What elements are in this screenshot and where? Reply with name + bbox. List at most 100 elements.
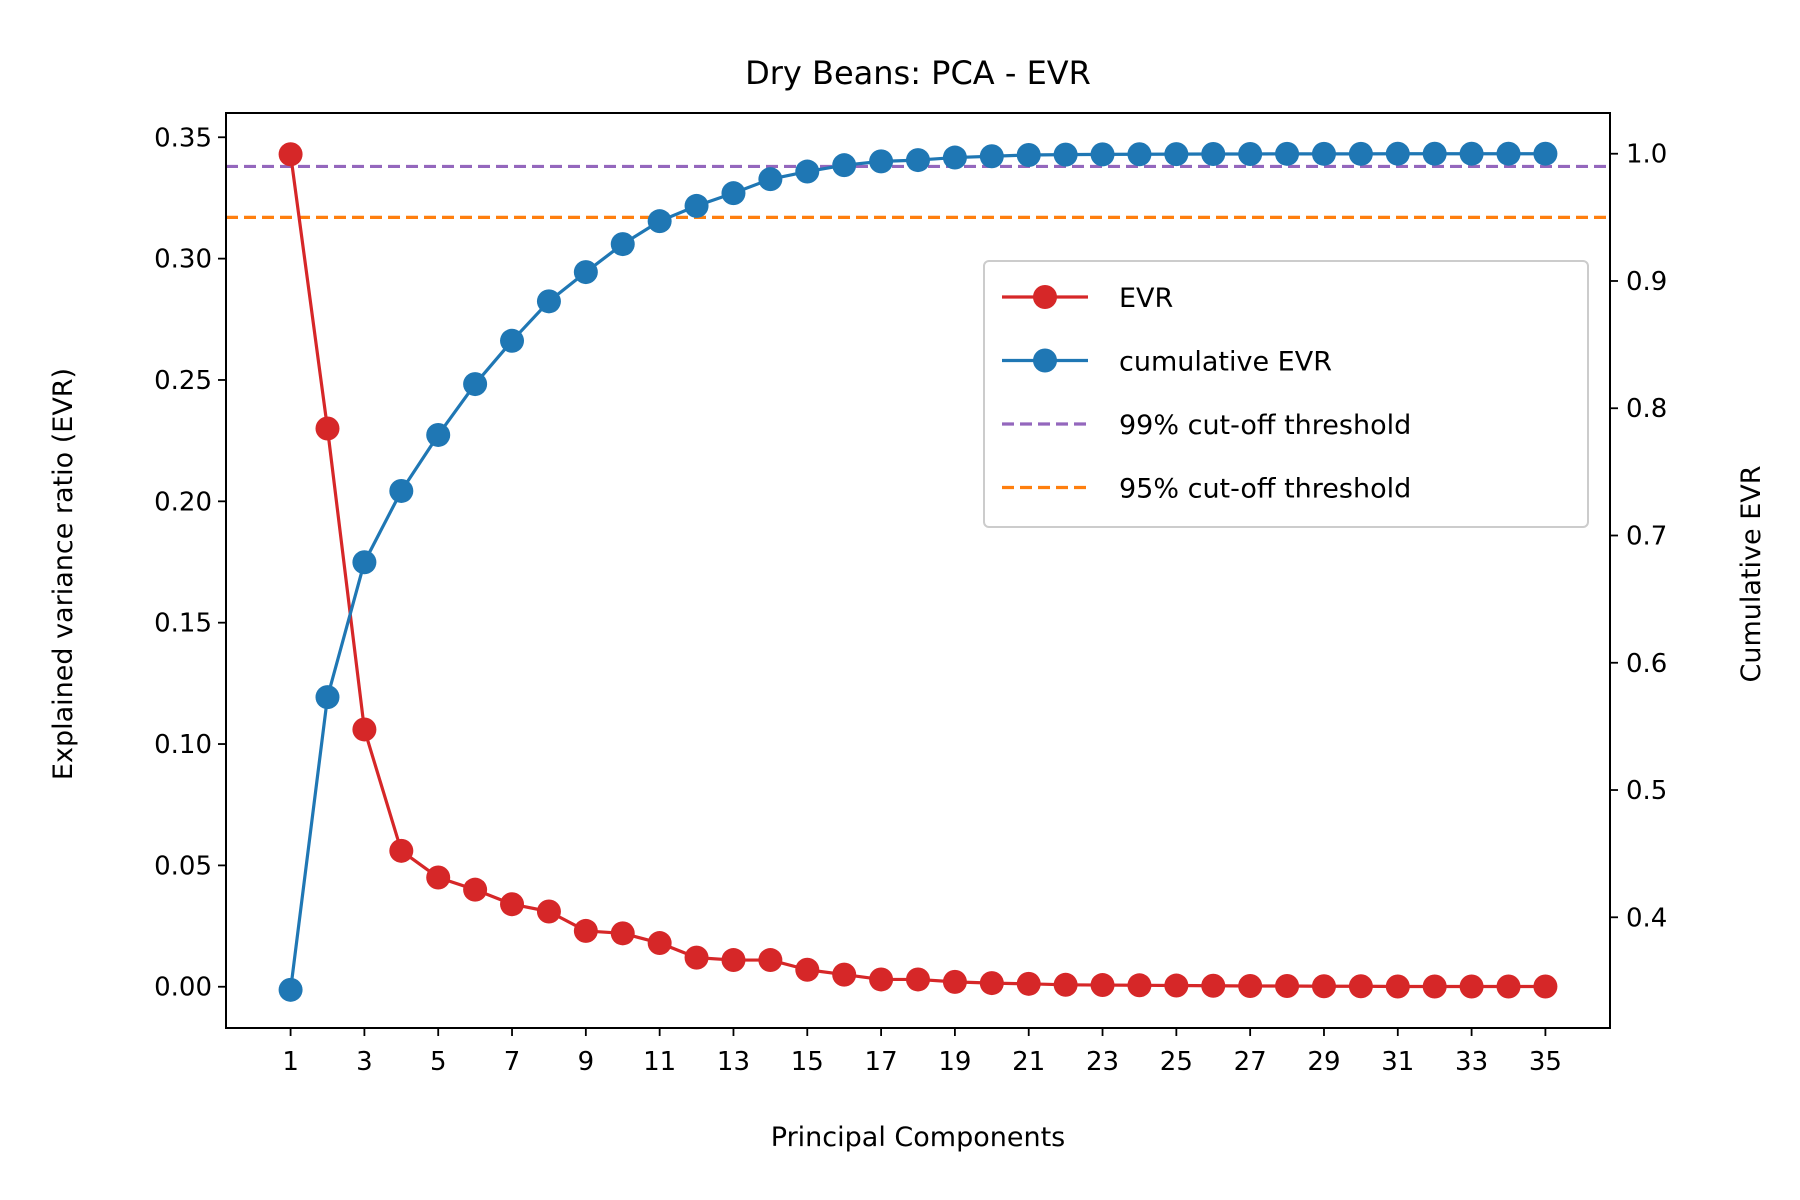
x-tick-label: 21 [1012, 1047, 1045, 1077]
y-tick-label: 0.15 [154, 609, 212, 639]
series-2-point [610, 232, 635, 257]
series-1-point [278, 142, 303, 167]
axes: 1 3 5 7 9 11 13 15 17 19 21 23 25 27 29 31 33 350.000.050… [154, 112, 1667, 1077]
series-2-point [942, 145, 967, 170]
series-1-point [1201, 973, 1226, 998]
x-tick-label: 29 [1307, 1047, 1340, 1077]
series-1-point [1090, 973, 1115, 998]
x-tick-label: 5 [430, 1047, 447, 1077]
series-2-point [647, 209, 672, 234]
y2-tick-label: 1.0 [1626, 140, 1667, 170]
x-tick-label: 1 [282, 1047, 299, 1077]
series-2-point [721, 181, 746, 206]
y-tick-label: 0.20 [154, 487, 212, 517]
x-tick-label: 35 [1529, 1047, 1562, 1077]
y-tick-label: 0.10 [154, 730, 212, 760]
y2-tick-label: 0.8 [1626, 394, 1667, 424]
series-1-point [1311, 974, 1336, 999]
y2-axis-label: Cumulative EVR [1736, 466, 1767, 683]
y-tick-label: 0.05 [154, 851, 212, 881]
x-tick-label: 7 [504, 1047, 521, 1077]
legend-label-1: EVR [1119, 283, 1173, 314]
x-tick-label: 15 [791, 1047, 824, 1077]
series-2-point [1275, 141, 1300, 166]
series-1-point [1275, 974, 1300, 999]
series-1-point [795, 957, 820, 982]
x-tick-label: 11 [643, 1047, 676, 1077]
series-2-point [1385, 141, 1410, 166]
y-tick-label: 0.25 [154, 366, 212, 396]
x-tick-label: 27 [1234, 1047, 1267, 1077]
series-2-point [352, 550, 377, 575]
series-2-point [426, 422, 451, 447]
series-1-point [869, 967, 894, 992]
x-tick-label: 33 [1455, 1047, 1488, 1077]
series-1-point [1496, 974, 1521, 999]
series-1-point [906, 967, 930, 992]
series-2-point [1422, 141, 1447, 166]
series-2-point [1311, 141, 1336, 166]
series-1-point [1238, 974, 1263, 999]
series-2-point [573, 260, 598, 285]
series-2-point [1053, 142, 1078, 167]
y2-tick-label: 0.9 [1626, 267, 1667, 297]
x-tick-label: 9 [578, 1047, 595, 1077]
series-2-point [389, 478, 414, 503]
series-1-point [1385, 974, 1410, 999]
legend-label-2: cumulative EVR [1119, 347, 1332, 378]
series-1-point [942, 969, 967, 994]
x-tick-label: 17 [865, 1047, 898, 1077]
series-1-point [389, 838, 414, 863]
legend-label-4: 95% cut-off threshold [1119, 474, 1411, 505]
series-1-point [1164, 973, 1189, 998]
series-1-point [979, 971, 1004, 996]
plot-frame [225, 112, 1611, 1029]
x-tick-label: 25 [1160, 1047, 1193, 1077]
series-1-point [463, 877, 488, 902]
series-1-point [758, 948, 783, 973]
legend-label-3: 99% cut-off threshold [1119, 410, 1411, 441]
y2-tick-label: 0.4 [1626, 903, 1667, 933]
y2-tick-label: 0.6 [1626, 649, 1667, 679]
series-2-point [979, 144, 1004, 169]
legend-marker-2 [1033, 348, 1057, 373]
series-1-point [610, 921, 635, 946]
series-1-point [832, 962, 857, 987]
x-tick-label: 13 [717, 1047, 750, 1077]
series-2-point [795, 159, 820, 184]
series-2-point [684, 193, 709, 218]
series-2-point [1238, 141, 1263, 166]
y-axis-label: Explained variance ratio (EVR) [48, 368, 79, 780]
series-1-point [1053, 972, 1078, 997]
series-2-point [832, 153, 857, 178]
series-1-point [536, 899, 561, 924]
series-1-point [426, 865, 451, 890]
series-1-point [315, 416, 340, 441]
series-2-point [536, 289, 561, 314]
chart-title: Dry Beans: PCA - EVR [745, 54, 1091, 92]
y-tick-label: 0.30 [154, 245, 212, 275]
series-2-point [869, 149, 894, 174]
x-tick-label: 23 [1086, 1047, 1119, 1077]
series-2-point [1459, 141, 1484, 166]
series-2-point [758, 167, 783, 192]
series-2-point [463, 372, 488, 397]
series-2-point [315, 685, 340, 710]
x-axis-label: Principal Components [771, 1122, 1065, 1153]
series-1-point [352, 717, 377, 742]
series-1-point [1533, 974, 1558, 999]
series-1-point [573, 918, 598, 943]
series-1-point [684, 945, 709, 970]
x-tick-label: 31 [1381, 1047, 1414, 1077]
legend-marker-1 [1033, 285, 1057, 309]
series-2-point [1016, 142, 1041, 167]
series-1-point [647, 931, 672, 956]
series-1-point [1016, 971, 1041, 996]
y2-tick-label: 0.5 [1626, 776, 1667, 806]
series-2-point [1496, 141, 1521, 166]
series-1-point [1348, 974, 1373, 999]
series-2-point [1164, 142, 1189, 167]
series-2-point [1533, 141, 1558, 166]
